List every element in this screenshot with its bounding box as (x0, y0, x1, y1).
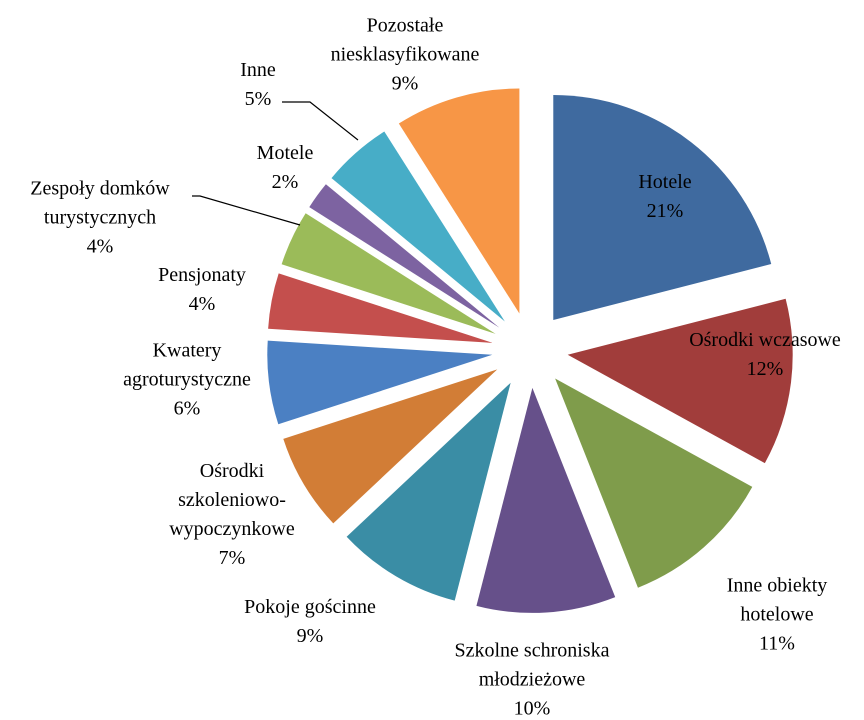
slice-label: Kwatery agroturystyczne 6% (97, 337, 277, 424)
value-label: 10% (513, 697, 551, 720)
value-label: 21% (646, 200, 684, 222)
pie-slice (283, 369, 498, 524)
category-label: Zespoły domków turystycznych (30, 177, 170, 229)
value-label: 9% (296, 625, 324, 647)
slice-label: Inne 5% (218, 56, 298, 114)
category-label: Hotele (638, 171, 692, 193)
slice-label: Zespoły domków turystycznych 4% (0, 175, 200, 262)
category-label: Inne (240, 59, 276, 81)
slice-label: Ośrodki szkoleniowo-wypoczynkowe 7% (147, 457, 317, 573)
value-label: 5% (244, 88, 272, 110)
category-label: Pokoje gościnne (244, 596, 376, 618)
category-label: Ośrodki szkoleniowo-wypoczynkowe (169, 460, 295, 540)
category-label: Szkolne schroniska młodzieżowe (454, 639, 610, 691)
value-label: 6% (173, 397, 201, 420)
category-label: Pensjonaty (158, 264, 246, 286)
value-label: 11% (759, 632, 795, 655)
value-label: 9% (391, 72, 419, 95)
pie-slice (268, 273, 493, 343)
value-label: 2% (271, 171, 299, 193)
pie-slice (331, 131, 505, 322)
category-label: Motele (256, 142, 314, 164)
value-label: 7% (218, 547, 246, 569)
pie-slice (398, 88, 520, 314)
slice-label: Motele 2% (235, 139, 335, 197)
category-label: Kwatery agroturystyczne (123, 339, 251, 391)
leader-line (192, 195, 301, 226)
slice-label: Inne obiekty hotelowe 11% (707, 572, 847, 659)
slice-label: Pozostałe niesklasyfikowane 9% (305, 12, 505, 99)
pie-slice (346, 382, 511, 601)
pie-slice (309, 184, 500, 328)
pie-slice (555, 378, 753, 588)
pie-slice (476, 387, 616, 613)
category-label: Pozostałe niesklasyfikowane (330, 14, 480, 66)
category-label: Ośrodki wczasowe (689, 329, 841, 351)
pie-slice (553, 94, 772, 320)
leader-line (282, 101, 359, 141)
value-label: 4% (188, 293, 216, 315)
slice-label: Pokoje gościnne 9% (220, 593, 400, 651)
value-label: 12% (746, 358, 784, 380)
pie-slice (267, 340, 493, 425)
pie-slice (281, 213, 496, 334)
value-label: 4% (86, 235, 114, 258)
category-label: Inne obiekty hotelowe (726, 574, 828, 626)
slice-label: Hotele 21% (615, 168, 715, 226)
slice-label: Pensjonaty 4% (142, 261, 262, 319)
slice-label: Szkolne schroniska młodzieżowe 10% (427, 637, 637, 720)
pie-slice (567, 298, 793, 464)
slice-label: Ośrodki wczasowe 12% (665, 326, 864, 384)
